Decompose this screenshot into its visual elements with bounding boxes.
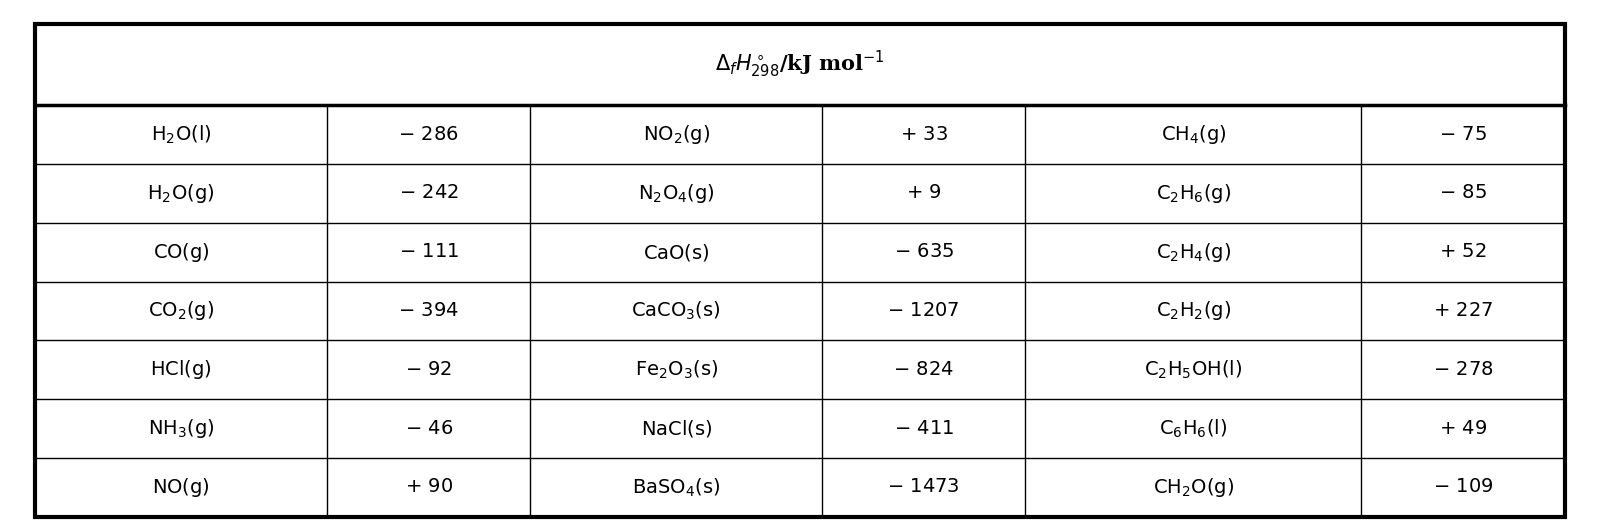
Text: $\mathrm{NO(g)}$: $\mathrm{NO(g)}$ [152, 476, 210, 499]
Text: $+\ 33$: $+\ 33$ [899, 126, 947, 144]
Text: $+\ 52$: $+\ 52$ [1440, 243, 1486, 261]
Text: $\mathrm{CH_4(g)}$: $\mathrm{CH_4(g)}$ [1160, 123, 1226, 146]
Text: $+\ 49$: $+\ 49$ [1438, 420, 1486, 438]
Text: $\mathrm{NaCl(s)}$: $\mathrm{NaCl(s)}$ [640, 418, 712, 439]
Text: $-\ 92$: $-\ 92$ [405, 361, 453, 379]
Text: $\mathrm{N_2O_4(g)}$: $\mathrm{N_2O_4(g)}$ [638, 182, 715, 205]
Text: $\mathrm{H_2O(l)}$: $\mathrm{H_2O(l)}$ [150, 123, 211, 146]
Text: $-\ 278$: $-\ 278$ [1434, 361, 1493, 379]
Text: $+\ 9$: $+\ 9$ [906, 184, 942, 202]
Text: $\mathrm{BaSO_4(s)}$: $\mathrm{BaSO_4(s)}$ [632, 476, 720, 499]
Text: $-\ 111$: $-\ 111$ [398, 243, 459, 261]
Text: $\mathrm{NO_2(g)}$: $\mathrm{NO_2(g)}$ [643, 123, 710, 146]
Text: $-\ 109$: $-\ 109$ [1434, 479, 1493, 497]
Text: $\mathrm{CO_2(g)}$: $\mathrm{CO_2(g)}$ [147, 299, 214, 322]
Text: $\mathrm{HCl(g)}$: $\mathrm{HCl(g)}$ [150, 358, 211, 381]
Text: $\mathrm{C_2H_6(g)}$: $\mathrm{C_2H_6(g)}$ [1155, 182, 1230, 205]
Text: $-\ 46$: $-\ 46$ [405, 420, 453, 438]
Text: $-\ 286$: $-\ 286$ [398, 126, 459, 144]
Text: $\mathrm{CaCO_3(s)}$: $\mathrm{CaCO_3(s)}$ [632, 300, 722, 322]
Text: $-\ 394$: $-\ 394$ [398, 302, 459, 320]
Text: $-\ 242$: $-\ 242$ [398, 184, 459, 202]
Text: $\mathrm{Fe_2O_3(s)}$: $\mathrm{Fe_2O_3(s)}$ [635, 359, 718, 381]
Text: $-\ 85$: $-\ 85$ [1440, 184, 1486, 202]
Text: $+\ 227$: $+\ 227$ [1434, 302, 1493, 320]
Text: $\mathrm{CO(g)}$: $\mathrm{CO(g)}$ [152, 241, 210, 263]
Text: $-\ 635$: $-\ 635$ [894, 243, 954, 261]
Text: $-\ 411$: $-\ 411$ [894, 420, 954, 438]
Text: $+\ 90$: $+\ 90$ [405, 479, 453, 497]
Text: $\mathrm{C_2H_5OH(l)}$: $\mathrm{C_2H_5OH(l)}$ [1144, 359, 1243, 381]
Text: $\mathrm{NH_3(g)}$: $\mathrm{NH_3(g)}$ [147, 417, 214, 440]
Text: $-\ 824$: $-\ 824$ [893, 361, 954, 379]
Text: $\Delta_f H^\circ_{298}$/kJ mol$^{-1}$: $\Delta_f H^\circ_{298}$/kJ mol$^{-1}$ [715, 49, 885, 80]
Text: $\mathrm{C_6H_6(l)}$: $\mathrm{C_6H_6(l)}$ [1160, 418, 1227, 440]
Text: $\mathrm{H_2O(g)}$: $\mathrm{H_2O(g)}$ [147, 182, 214, 205]
Text: $\mathrm{CaO(s)}$: $\mathrm{CaO(s)}$ [643, 242, 709, 263]
Text: $\mathrm{C_2H_4(g)}$: $\mathrm{C_2H_4(g)}$ [1155, 241, 1230, 263]
Text: $\mathrm{CH_2O(g)}$: $\mathrm{CH_2O(g)}$ [1154, 476, 1234, 499]
Text: $-\ 1473$: $-\ 1473$ [888, 479, 960, 497]
Text: $-\ 75$: $-\ 75$ [1440, 126, 1486, 144]
Text: $-\ 1207$: $-\ 1207$ [888, 302, 960, 320]
Text: $\mathrm{C_2H_2(g)}$: $\mathrm{C_2H_2(g)}$ [1155, 299, 1230, 322]
